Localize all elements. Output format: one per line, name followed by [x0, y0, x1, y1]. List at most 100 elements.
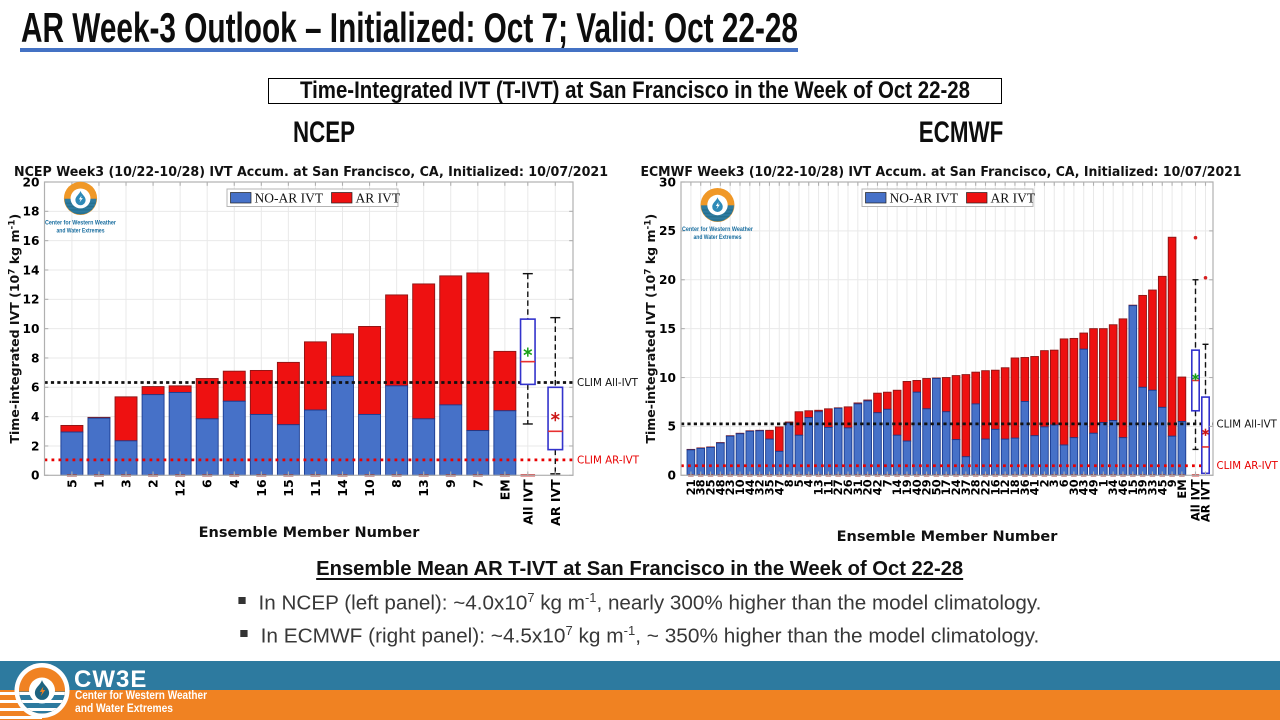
rect-element	[1000, 367, 1010, 440]
bar-32	[755, 429, 764, 477]
bar-33	[1148, 289, 1157, 477]
rect-element	[1148, 289, 1157, 391]
bar-50	[932, 377, 941, 477]
xtick-label: 5	[792, 479, 806, 487]
xtick-label: 47	[772, 479, 786, 495]
xtick-label: 37	[959, 479, 973, 495]
ytick-label: 18	[23, 205, 40, 219]
line-element	[1202, 429, 1209, 435]
rect-element	[1059, 338, 1069, 446]
xtick-label: 20	[861, 479, 875, 495]
rect-element	[932, 378, 941, 476]
bar-7	[466, 272, 490, 477]
rect-element	[168, 391, 192, 476]
legend-label-ar: AR IVT	[991, 190, 1036, 205]
slide-title: AR Week-3 Outlook – Initialized: Oct 7; …	[21, 4, 799, 51]
panel-header-ecmwf: ECMWF	[918, 116, 1004, 149]
axes: 0 2 4 6 8 10 12 14 16 18 20	[23, 175, 574, 483]
path-element	[715, 202, 720, 210]
bar-11	[303, 341, 327, 477]
rect-element	[0, 716, 42, 719]
rect-element	[1138, 294, 1147, 388]
xaxis-title: Ensemble Member Number	[837, 529, 1059, 545]
rect-element	[1020, 357, 1030, 402]
bar-46	[1118, 318, 1128, 477]
xtick-label: 42	[870, 479, 884, 495]
rect-element	[1089, 328, 1098, 434]
rect-element	[385, 294, 409, 387]
xtick-label: All IVT	[520, 479, 535, 525]
rect-element	[331, 375, 354, 476]
rect-element	[765, 438, 774, 476]
tspan-element: -1	[8, 220, 18, 230]
rect-element	[303, 341, 327, 411]
xtick-label: 9	[443, 479, 458, 488]
ytick-label: 12	[23, 293, 40, 307]
rect-element	[824, 426, 833, 476]
bar-10	[358, 326, 382, 477]
rect-element	[141, 386, 165, 396]
span-element: kg m	[534, 592, 586, 615]
bar-6	[1059, 338, 1069, 477]
legend-swatch-no-ar	[865, 192, 887, 204]
rect-element	[87, 417, 111, 476]
rect-element	[725, 435, 735, 476]
rect-element	[701, 216, 734, 218]
rect-element	[412, 418, 436, 476]
bar-19	[902, 380, 912, 477]
xtick-label: 12	[173, 479, 188, 496]
ytick-label: 14	[23, 263, 40, 277]
yaxis-title: Time-integrated IVT (107 kg m-1)	[643, 214, 658, 444]
rect-element	[1167, 236, 1177, 437]
rect-element	[276, 424, 300, 476]
clim-lines: CLIM All-IVT CLIM AR-IVT	[681, 419, 1279, 472]
bullet-marker	[238, 597, 246, 604]
tspan-element: Time-integrated IVT (10	[643, 274, 658, 443]
rect-element	[794, 434, 804, 476]
tspan-element: Time-integrated IVT (10	[7, 274, 22, 443]
bar-23	[725, 435, 735, 477]
rect-element	[114, 440, 138, 476]
xtick-label: EM	[1175, 479, 1189, 498]
rect-element	[1069, 437, 1079, 476]
rect-element	[195, 378, 219, 420]
rect-element	[1177, 421, 1187, 476]
cw3e-chart-caption: Center for Western Weather	[682, 226, 753, 233]
rect-element	[706, 446, 715, 476]
bar-9	[439, 275, 463, 477]
bar-1	[1099, 328, 1108, 477]
xtick-label: 15	[1126, 479, 1140, 495]
legend-label-no-ar: NO-AR IVT	[890, 190, 959, 205]
circle-element	[1193, 235, 1198, 240]
rect-element	[1099, 422, 1108, 476]
xtick-label: 11	[308, 479, 323, 496]
xtick-label: 4	[227, 479, 242, 488]
rect-element	[1079, 348, 1088, 476]
title-underline	[20, 48, 798, 52]
rect-element	[941, 377, 951, 413]
xtick-label: 43	[1077, 479, 1091, 495]
ytick-label: 0	[31, 469, 39, 483]
subtitle-box: Time-Integrated IVT (T-IVT) at San Franc…	[268, 78, 1002, 104]
rect-element	[912, 391, 922, 476]
axes: 0 5 10 15 20 25 30	[659, 175, 1214, 483]
rect-element	[981, 370, 990, 440]
rect-element	[1010, 437, 1020, 476]
span-element: , nearly 300% higher than the model clim…	[596, 592, 1042, 615]
bar-41	[1030, 356, 1039, 477]
xtick-label: 45	[1155, 479, 1169, 495]
legend-label-ar: AR IVT	[356, 190, 401, 205]
rect-element	[439, 275, 463, 406]
xtick-label: 28	[969, 479, 983, 495]
rect-element	[1148, 389, 1157, 476]
cw3e-name-line2: and Water Extremes	[75, 702, 173, 715]
xtick-label: 30	[1067, 479, 1081, 495]
bar-43	[1079, 332, 1088, 477]
subtitle-text: Time-Integrated IVT (T-IVT) at San Franc…	[300, 77, 970, 104]
legend-swatch-ar	[331, 192, 353, 204]
bar-29	[922, 378, 931, 477]
bar-8	[784, 421, 794, 477]
xtick-label: 40	[910, 479, 924, 495]
